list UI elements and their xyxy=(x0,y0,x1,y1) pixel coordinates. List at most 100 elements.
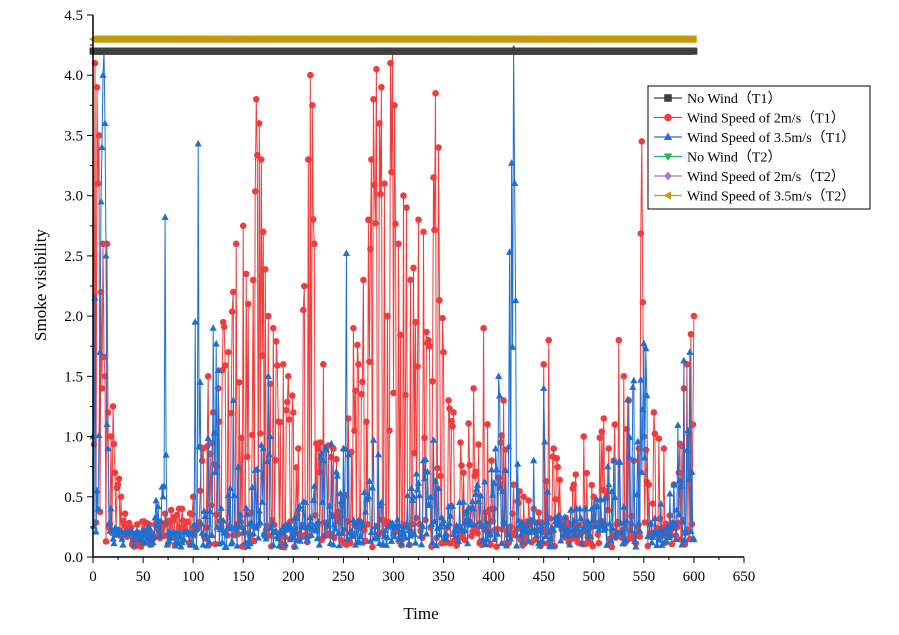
data-point xyxy=(386,427,393,434)
data-point xyxy=(409,520,416,528)
data-point xyxy=(121,510,129,517)
x-tick-label: 450 xyxy=(532,569,555,585)
x-tick-label: 0 xyxy=(89,569,97,585)
data-point xyxy=(623,517,631,524)
data-point xyxy=(459,498,468,505)
data-point xyxy=(630,376,638,384)
data-point xyxy=(555,517,563,525)
data-point xyxy=(381,180,388,187)
data-point xyxy=(157,517,165,524)
data-point xyxy=(97,288,105,296)
data-point xyxy=(358,390,365,398)
series-1 xyxy=(89,47,698,551)
data-point xyxy=(94,180,102,187)
data-point xyxy=(688,520,696,528)
data-point xyxy=(347,527,356,535)
data-point xyxy=(667,531,675,538)
legend-marker xyxy=(663,153,673,162)
data-point xyxy=(500,397,507,404)
data-point xyxy=(368,156,375,163)
series-5 xyxy=(88,35,697,43)
data-point xyxy=(381,526,390,534)
data-point xyxy=(371,522,380,530)
data-point xyxy=(383,533,392,540)
y-axis-title: Smoke visibility xyxy=(31,229,50,341)
data-point xyxy=(472,485,481,492)
data-point xyxy=(616,458,624,465)
data-point xyxy=(289,392,296,399)
data-point xyxy=(425,336,432,344)
data-point xyxy=(198,529,206,536)
data-point xyxy=(491,444,500,452)
data-point xyxy=(480,477,489,485)
data-point xyxy=(314,517,322,525)
x-axis-title: Time xyxy=(403,604,438,623)
data-point xyxy=(544,488,552,495)
data-point xyxy=(239,222,247,230)
data-point xyxy=(685,475,693,482)
legend-box xyxy=(647,85,871,210)
data-point xyxy=(241,538,249,546)
legend-label: Wind Speed of 2m/s（T2） xyxy=(687,169,845,185)
data-point xyxy=(94,504,102,512)
data-point xyxy=(359,378,366,386)
x-tick-label: 300 xyxy=(382,569,405,585)
data-point xyxy=(154,502,162,510)
data-point xyxy=(650,409,658,416)
data-point xyxy=(98,143,106,151)
data-point xyxy=(663,538,671,545)
data-point xyxy=(594,531,602,538)
legend-marker xyxy=(664,94,672,102)
data-point xyxy=(301,282,308,290)
x-tick-label: 500 xyxy=(583,569,606,585)
data-point xyxy=(265,450,273,458)
data-point xyxy=(309,496,317,503)
data-point xyxy=(460,526,469,534)
data-point xyxy=(509,343,517,350)
data-point xyxy=(490,535,499,543)
data-point xyxy=(465,420,472,427)
data-point xyxy=(114,481,122,489)
data-point xyxy=(256,430,264,437)
data-point xyxy=(583,527,591,534)
data-point xyxy=(636,533,644,540)
data-point xyxy=(421,455,430,463)
data-point xyxy=(258,352,266,360)
data-point xyxy=(296,537,304,544)
data-point xyxy=(688,468,696,475)
data-point xyxy=(475,441,482,448)
legend-marker xyxy=(664,113,672,122)
data-point xyxy=(376,120,383,127)
data-point xyxy=(512,296,520,304)
data-point xyxy=(471,490,480,497)
data-point xyxy=(426,493,435,500)
data-point xyxy=(160,482,168,489)
data-point xyxy=(543,518,551,525)
data-point xyxy=(536,541,544,549)
data-point xyxy=(301,498,309,505)
data-point xyxy=(439,516,448,524)
data-point xyxy=(575,530,583,538)
data-point xyxy=(469,504,478,512)
data-point xyxy=(437,472,444,480)
data-point xyxy=(288,533,296,540)
data-point xyxy=(402,522,411,530)
data-point xyxy=(306,513,314,521)
data-point xyxy=(192,543,200,550)
data-point xyxy=(198,457,206,465)
data-point xyxy=(587,532,595,539)
x-tick-label: 50 xyxy=(136,569,151,585)
data-point xyxy=(690,534,698,542)
data-point xyxy=(624,395,632,403)
data-point xyxy=(451,527,460,535)
data-point xyxy=(578,539,586,547)
data-point xyxy=(420,228,427,236)
data-point xyxy=(230,491,238,499)
data-point xyxy=(360,276,367,284)
data-point xyxy=(209,324,217,331)
data-point xyxy=(687,527,695,535)
series-2 xyxy=(89,44,698,550)
data-point xyxy=(384,312,391,320)
data-point xyxy=(435,530,444,538)
